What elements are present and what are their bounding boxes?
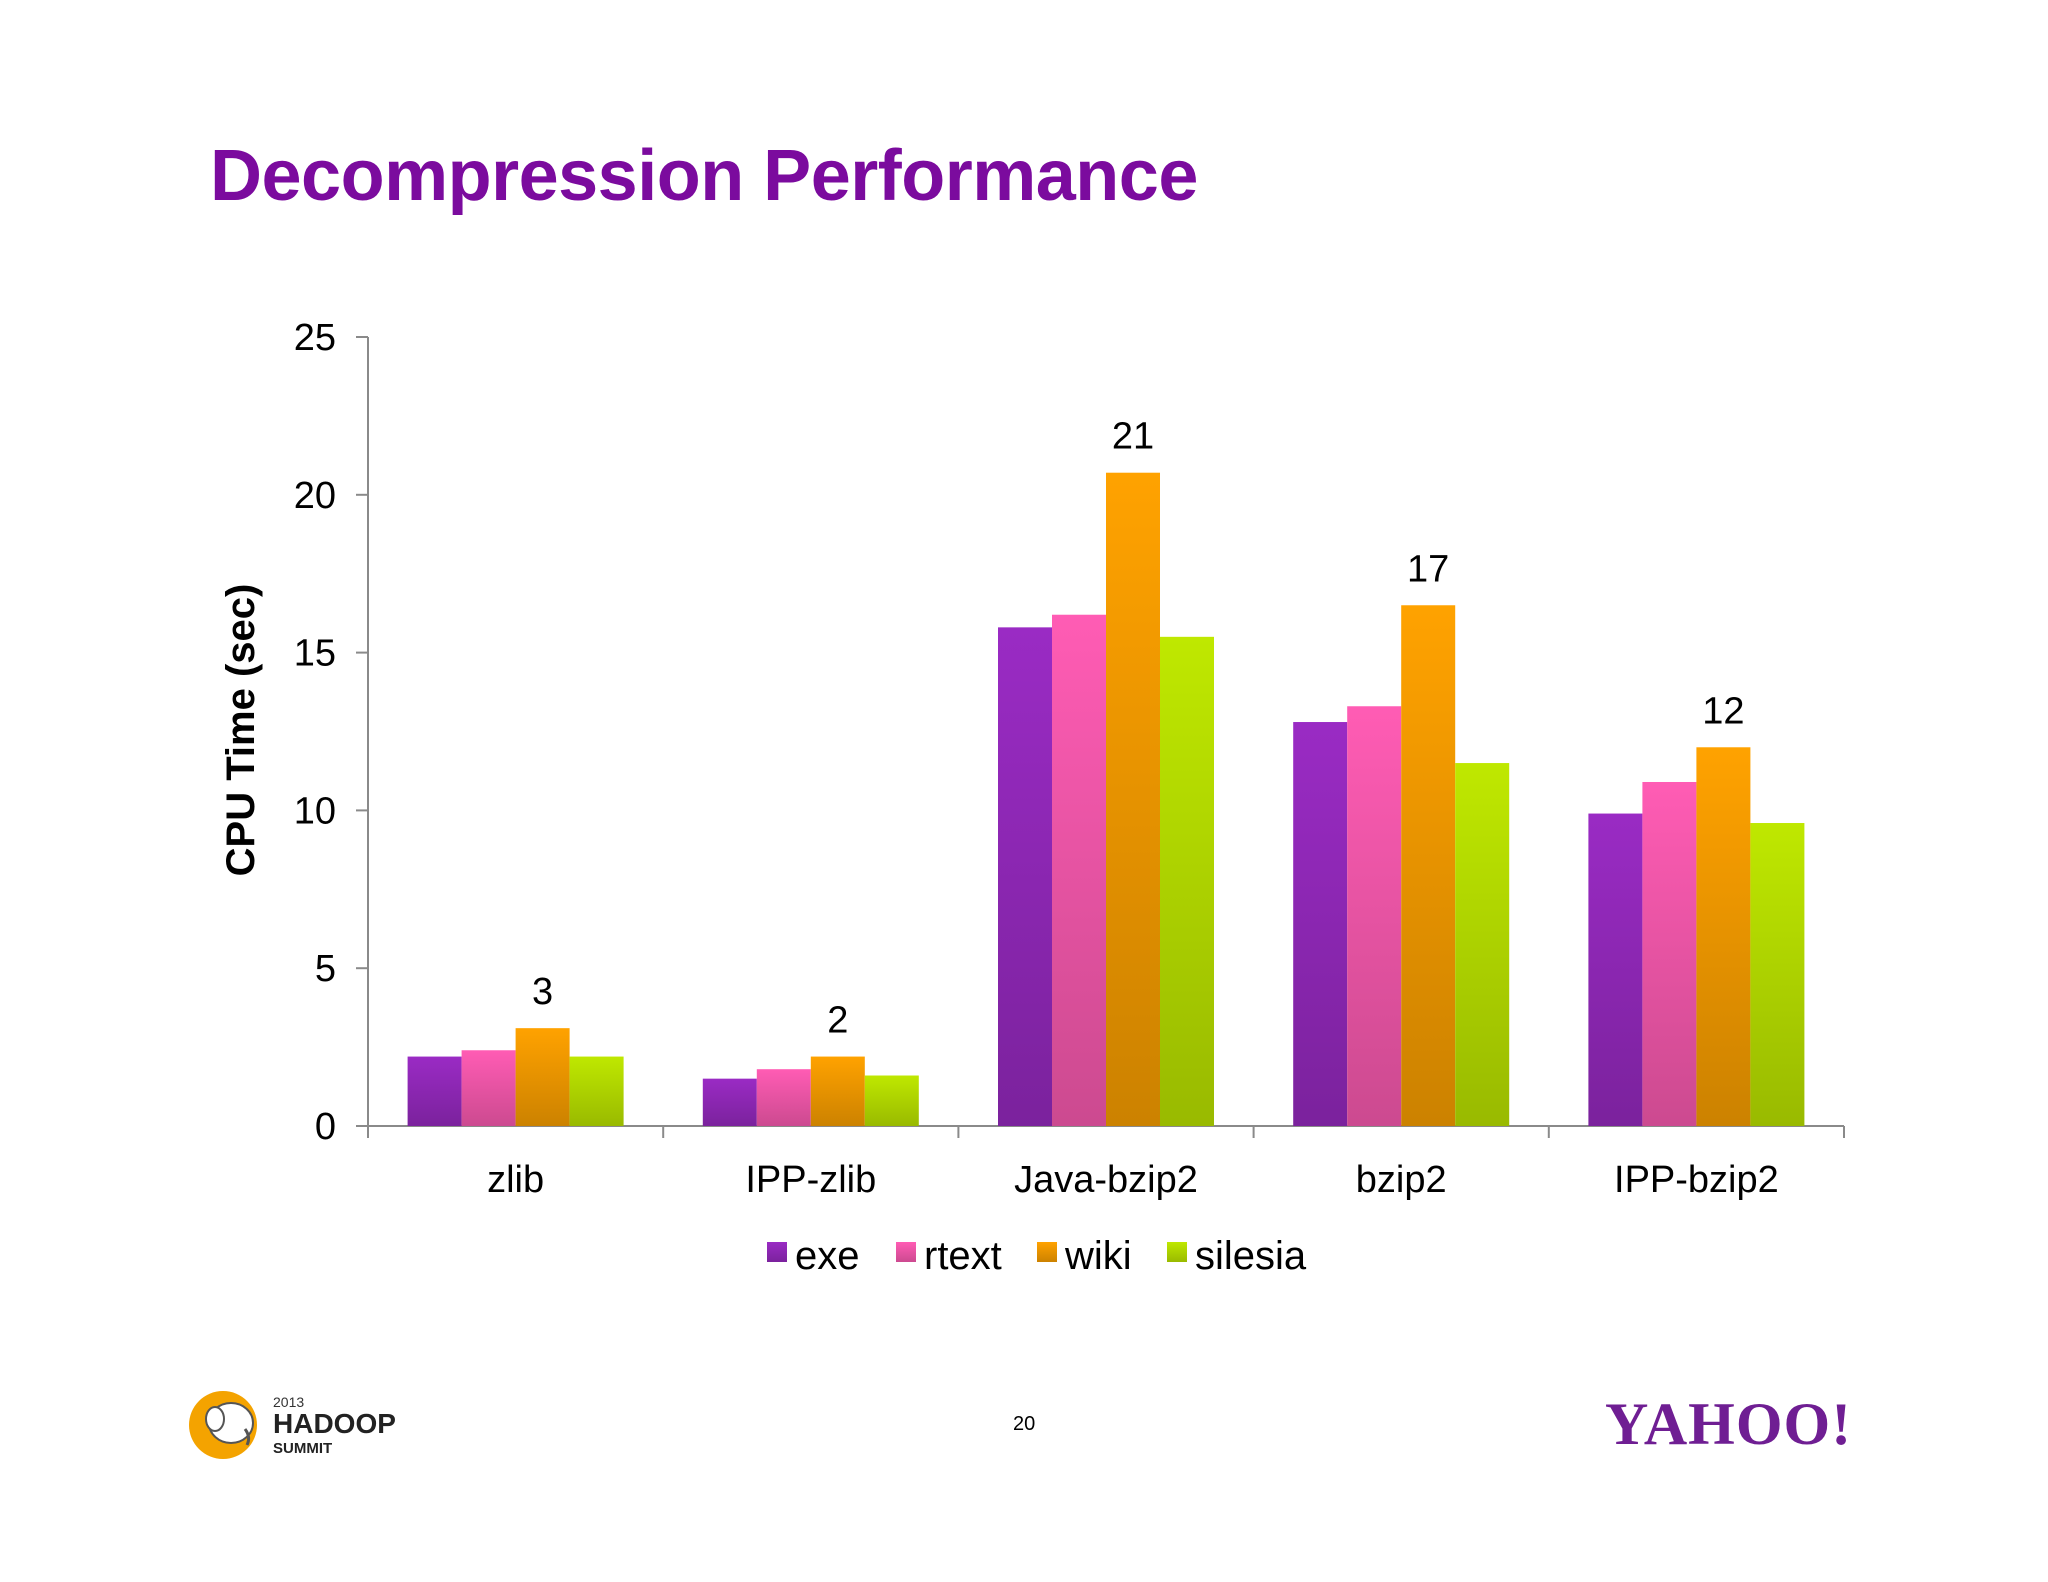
data-label: 17 (1407, 548, 1449, 590)
y-axis-label: CPU Time (sec) (219, 584, 263, 877)
data-label: 21 (1112, 416, 1154, 458)
y-tick-label: 15 (294, 633, 336, 675)
x-axis: zlib IPP-zlib Java-bzip2 bzip2 IPP-bzip2 (367, 1125, 1845, 1201)
legend-swatch-wiki (1037, 1242, 1057, 1262)
x-tick-label: IPP-bzip2 (1614, 1159, 1779, 1201)
bar-wiki-Java-bzip2 (1106, 472, 1160, 1126)
data-label: 3 (532, 971, 553, 1013)
bar-exe-IPP-zlib (702, 1078, 757, 1126)
x-tick-label: bzip2 (1356, 1159, 1447, 1201)
bar-rtext-bzip2 (1347, 706, 1402, 1126)
y-tick-label: 10 (294, 790, 336, 832)
x-tick-label: zlib (487, 1159, 544, 1201)
y-tick-label: 0 (315, 1106, 336, 1148)
data-label: 12 (1702, 690, 1744, 732)
y-axis: 0 5 10 15 20 25 (294, 317, 369, 1148)
x-tick-label: IPP-zlib (745, 1159, 876, 1201)
bar-silesia-bzip2 (1455, 763, 1510, 1126)
bar-exe-Java-bzip2 (998, 627, 1052, 1126)
bar-silesia-IPP-bzip2 (1750, 823, 1805, 1126)
bar-rtext-IPP-zlib (756, 1069, 811, 1126)
hadoop-year: 2013 (273, 1394, 304, 1410)
hadoop-sub: SUMMIT (273, 1440, 332, 1457)
legend-label-exe: exe (795, 1234, 860, 1278)
bar-rtext-zlib (461, 1050, 516, 1126)
legend-label-silesia: silesia (1195, 1234, 1307, 1278)
bar-exe-bzip2 (1293, 722, 1348, 1126)
bar-wiki-IPP-bzip2 (1696, 747, 1751, 1126)
bars (407, 472, 1805, 1126)
data-labels: 3 2 21 17 12 (532, 416, 1745, 1042)
y-tick-label: 20 (294, 475, 336, 517)
bar-wiki-IPP-zlib (810, 1056, 865, 1126)
yahoo-logo: YAHOO! (1605, 1391, 1853, 1457)
bar-exe-zlib (407, 1056, 462, 1126)
data-label: 2 (827, 1000, 848, 1042)
bar-silesia-Java-bzip2 (1160, 636, 1214, 1126)
page-number: 20 (1013, 1413, 1036, 1435)
x-tick-label: Java-bzip2 (1014, 1159, 1198, 1201)
hadoop-summit-logo: 2013 HADOOP SUMMIT (189, 1391, 396, 1459)
bar-exe-IPP-bzip2 (1588, 813, 1643, 1126)
y-tick-label: 5 (315, 948, 336, 990)
bar-rtext-IPP-bzip2 (1642, 781, 1697, 1126)
legend-label-wiki: wiki (1064, 1234, 1132, 1278)
hadoop-name: HADOOP (273, 1408, 396, 1439)
bar-rtext-Java-bzip2 (1052, 614, 1106, 1126)
bar-silesia-IPP-zlib (864, 1075, 919, 1126)
legend-swatch-rtext (896, 1242, 916, 1262)
legend-swatch-exe (767, 1242, 787, 1262)
legend-swatch-silesia (1167, 1242, 1187, 1262)
slide-title: Decompression Performance (210, 136, 1198, 216)
legend: exe rtext wiki silesia (767, 1234, 1307, 1278)
legend-label-rtext: rtext (924, 1234, 1002, 1278)
bar-wiki-zlib (515, 1028, 570, 1126)
bar-silesia-zlib (569, 1056, 624, 1126)
bar-wiki-bzip2 (1401, 605, 1456, 1126)
y-tick-label: 25 (294, 317, 336, 359)
